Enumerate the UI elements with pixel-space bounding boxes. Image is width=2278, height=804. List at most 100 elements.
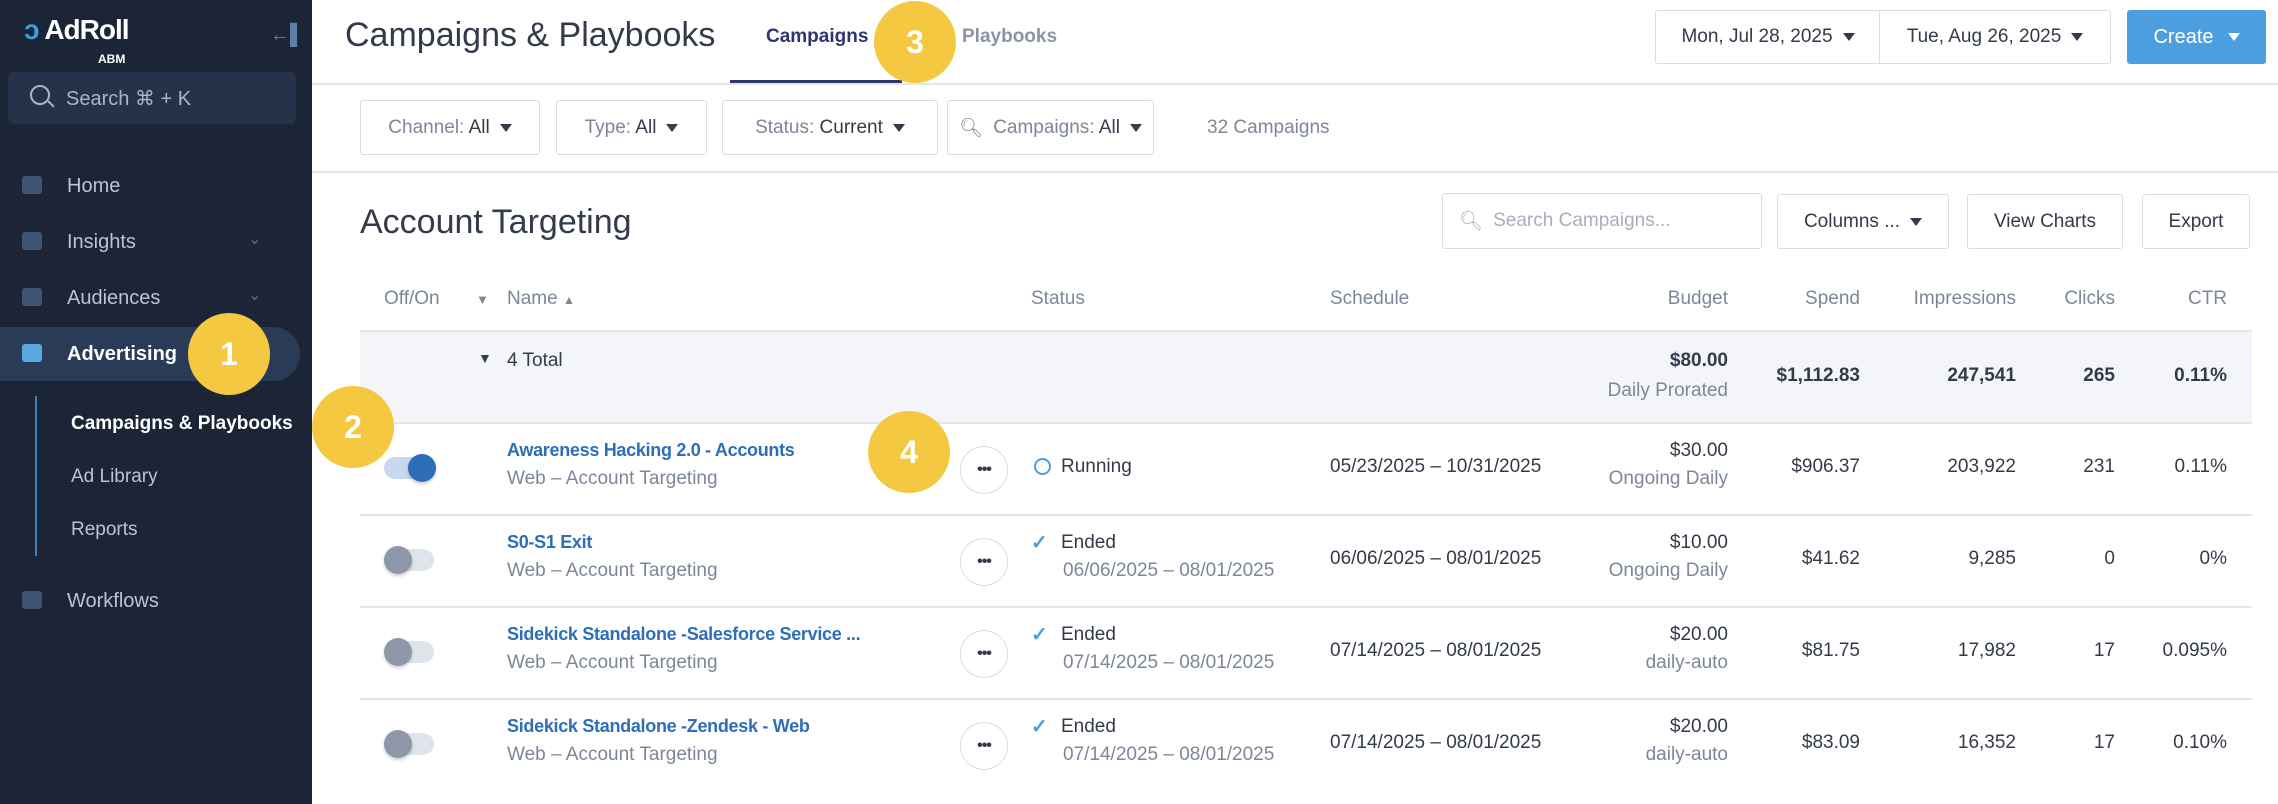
export-button[interactable]: Export — [2142, 194, 2250, 249]
view-charts-button[interactable]: View Charts — [1967, 194, 2123, 249]
column-header-offon: Off/On — [384, 288, 440, 309]
caret-down-icon — [666, 123, 679, 132]
column-header-spend[interactable]: Spend — [1805, 288, 1860, 309]
campaign-name-link[interactable]: Sidekick Standalone -Salesforce Service … — [507, 624, 861, 644]
table-row — [360, 698, 2252, 790]
campaign-spend: $83.09 — [1801, 732, 1860, 753]
campaign-count: 32 Campaigns — [1207, 117, 1330, 138]
checkmark-icon: ✓ — [1031, 532, 1048, 554]
campaign-budget: $20.00 — [1669, 624, 1728, 645]
campaign-type: Web – Account Targeting — [507, 560, 718, 581]
more-options-button[interactable]: ••• — [960, 630, 1008, 678]
campaign-impressions: 17,982 — [1957, 640, 2016, 661]
campaign-toggle[interactable] — [384, 546, 434, 574]
toggle-knob[interactable] — [384, 546, 412, 574]
sidebar-item-insights[interactable]: Insights ⌄ — [0, 215, 312, 269]
submenu-line — [35, 396, 37, 556]
collapse-caret-icon[interactable]: ▼ — [478, 350, 492, 366]
end-date-picker[interactable]: Tue, Aug 26, 2025 — [1879, 10, 2111, 64]
status-dates: 07/14/2025 – 08/01/2025 — [1063, 744, 1275, 765]
campaign-status: Ended — [1061, 716, 1116, 737]
budget-type: daily-auto — [1645, 744, 1728, 765]
budget-type: Ongoing Daily — [1608, 468, 1728, 489]
campaign-name-link[interactable]: Awareness Hacking 2.0 - Accounts — [507, 440, 795, 460]
home-icon — [22, 176, 42, 194]
column-header-impressions[interactable]: Impressions — [1913, 288, 2016, 309]
campaigns-filter[interactable]: 🔍︎ Campaigns: All — [947, 100, 1154, 155]
campaign-ctr: 0% — [2199, 548, 2227, 569]
columns-dropdown[interactable]: Columns ... — [1777, 194, 1949, 249]
adroll-logo[interactable]: ↄ AdRoll ABM — [24, 14, 130, 66]
campaign-toggle[interactable] — [384, 730, 434, 758]
type-filter[interactable]: Type: All — [556, 100, 707, 155]
more-options-button[interactable]: ••• — [960, 538, 1008, 586]
column-header-name[interactable]: Name ▲ — [507, 288, 575, 309]
start-date-picker[interactable]: Mon, Jul 28, 2025 — [1655, 10, 1881, 64]
annotation-badge-4: 4 — [868, 411, 950, 493]
campaign-toggle[interactable] — [384, 638, 434, 666]
campaign-ctr: 0.11% — [2174, 456, 2227, 477]
campaign-name-link[interactable]: S0-S1 Exit — [507, 532, 593, 552]
megaphone-icon — [22, 344, 42, 362]
status-dates: 07/14/2025 – 08/01/2025 — [1063, 652, 1275, 673]
campaign-spend: $41.62 — [1801, 548, 1860, 569]
sidebar-item-home[interactable]: Home — [0, 159, 312, 213]
sidebar-subitem-reports[interactable]: Reports — [71, 519, 138, 540]
section-title: Account Targeting — [360, 203, 632, 241]
bulk-caret-icon[interactable]: ▼ — [476, 292, 489, 307]
campaign-schedule: 07/14/2025 – 08/01/2025 — [1330, 640, 1542, 661]
campaign-name-link[interactable]: Sidekick Standalone -Zendesk - Web — [507, 716, 810, 736]
total-spend: $1,112.83 — [1776, 365, 1860, 386]
checkmark-icon: ✓ — [1031, 624, 1048, 646]
column-header-status[interactable]: Status — [1031, 288, 1085, 309]
campaign-type: Web – Account Targeting — [507, 744, 718, 765]
tab-campaigns[interactable]: Campaigns — [766, 26, 869, 47]
toggle-knob[interactable] — [384, 730, 412, 758]
sidebar-item-audiences[interactable]: Audiences ⌄ — [0, 271, 312, 325]
campaign-schedule: 07/14/2025 – 08/01/2025 — [1330, 732, 1542, 753]
campaign-toggle[interactable] — [384, 454, 436, 482]
search-campaigns-input[interactable]: 🔍︎ Search Campaigns... — [1442, 193, 1762, 249]
search-input[interactable]: Search ⌘ + K — [8, 72, 296, 124]
annotation-badge-3: 3 — [874, 1, 956, 83]
search-icon — [30, 85, 50, 105]
budget-type: daily-auto — [1645, 652, 1728, 673]
chevron-down-icon: ⌄ — [248, 231, 262, 248]
campaign-impressions: 9,285 — [1968, 548, 2016, 569]
campaign-clicks: 17 — [2093, 640, 2115, 661]
more-options-button[interactable]: ••• — [960, 722, 1008, 770]
total-ctr: 0.11% — [2174, 365, 2227, 386]
channel-filter[interactable]: Channel: All — [360, 100, 540, 155]
caret-down-icon — [2227, 33, 2240, 41]
campaign-type: Web – Account Targeting — [507, 652, 718, 673]
sidebar-subitem-ad-library[interactable]: Ad Library — [71, 466, 158, 487]
campaign-status: Ended — [1061, 532, 1116, 553]
collapse-sidebar-icon[interactable]: ←▌ — [270, 24, 305, 46]
create-button[interactable]: Create — [2127, 10, 2266, 64]
more-options-button[interactable]: ••• — [960, 446, 1008, 494]
caret-down-icon — [2071, 33, 2084, 41]
toggle-knob[interactable] — [384, 638, 412, 666]
workflows-icon — [22, 591, 42, 609]
column-header-ctr[interactable]: CTR — [2187, 288, 2227, 309]
column-header-clicks[interactable]: Clicks — [2064, 288, 2115, 309]
campaign-schedule: 05/23/2025 – 10/31/2025 — [1330, 456, 1542, 477]
toggle-knob[interactable] — [408, 454, 436, 482]
sidebar-item-workflows[interactable]: Workflows — [0, 574, 312, 628]
campaign-schedule: 06/06/2025 – 08/01/2025 — [1330, 548, 1542, 569]
caret-down-icon — [499, 123, 512, 132]
tab-playbooks[interactable]: Playbooks — [962, 26, 1058, 47]
status-filter[interactable]: Status: Current — [722, 100, 938, 155]
sidebar-subitem-campaigns-playbooks[interactable]: Campaigns & Playbooks — [71, 413, 293, 434]
campaign-status: Ended — [1061, 624, 1116, 645]
caret-down-icon — [892, 123, 905, 132]
budget-type: Ongoing Daily — [1608, 560, 1728, 581]
column-header-budget[interactable]: Budget — [1667, 288, 1728, 309]
search-icon: 🔍︎ — [1459, 211, 1484, 232]
caret-down-icon — [1129, 123, 1142, 132]
column-header-schedule[interactable]: Schedule — [1330, 288, 1410, 309]
checkmark-icon: ✓ — [1031, 716, 1048, 738]
total-row — [360, 330, 2252, 422]
campaign-impressions: 203,922 — [1947, 456, 2016, 477]
total-budget-type: Daily Prorated — [1607, 380, 1728, 401]
